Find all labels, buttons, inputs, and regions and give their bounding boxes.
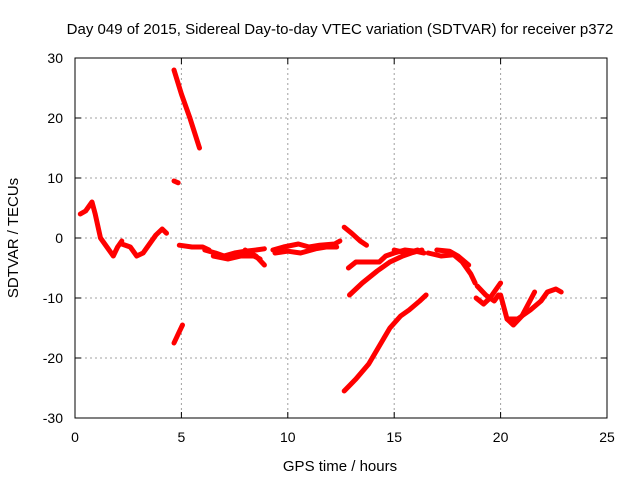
series-arc-18 (434, 247, 472, 268)
y-tick-label: -10 (43, 290, 63, 306)
y-tick-label: 0 (55, 230, 63, 246)
x-tick-label: 15 (386, 429, 402, 445)
series-arc-5 (171, 322, 185, 346)
chart-title: Day 049 of 2015, Sidereal Day-to-day VTE… (67, 21, 614, 38)
x-axis-label: GPS time / hours (283, 458, 397, 475)
series-arc-7 (202, 246, 267, 259)
y-tick-label: -20 (43, 350, 63, 366)
series-arc-20 (473, 280, 504, 307)
series-arc-16 (391, 247, 421, 256)
x-tick-label: 20 (493, 429, 509, 445)
series-arc-2 (119, 226, 169, 259)
series-arc-13 (341, 292, 429, 394)
series-arc-17 (425, 250, 478, 286)
x-tick-label: 25 (599, 429, 615, 445)
y-tick-label: -30 (43, 410, 63, 426)
y-axis-label: SDTVAR / TECUs (5, 178, 22, 298)
x-tick-label: 10 (280, 429, 296, 445)
axis-ticks (74, 57, 608, 419)
tick-labels: 0 5 10 15 20 25 -30 -20 -10 0 10 20 30 (43, 50, 615, 445)
grid (75, 58, 607, 418)
series-arc-3 (171, 67, 202, 151)
x-tick-label: 5 (178, 429, 186, 445)
y-tick-label: 30 (47, 50, 63, 66)
series-arc-1 (77, 199, 125, 259)
y-tick-label: 10 (47, 170, 63, 186)
series-arc-4 (171, 178, 181, 186)
y-tick-label: 20 (47, 110, 63, 126)
data-series (77, 67, 564, 394)
series-arc-11 (272, 244, 340, 256)
series-arc-22 (504, 286, 564, 322)
series-arc-10 (270, 238, 343, 253)
series-arc-12 (341, 224, 369, 248)
series-arc-9 (242, 247, 267, 268)
x-tick-label: 0 (71, 429, 79, 445)
